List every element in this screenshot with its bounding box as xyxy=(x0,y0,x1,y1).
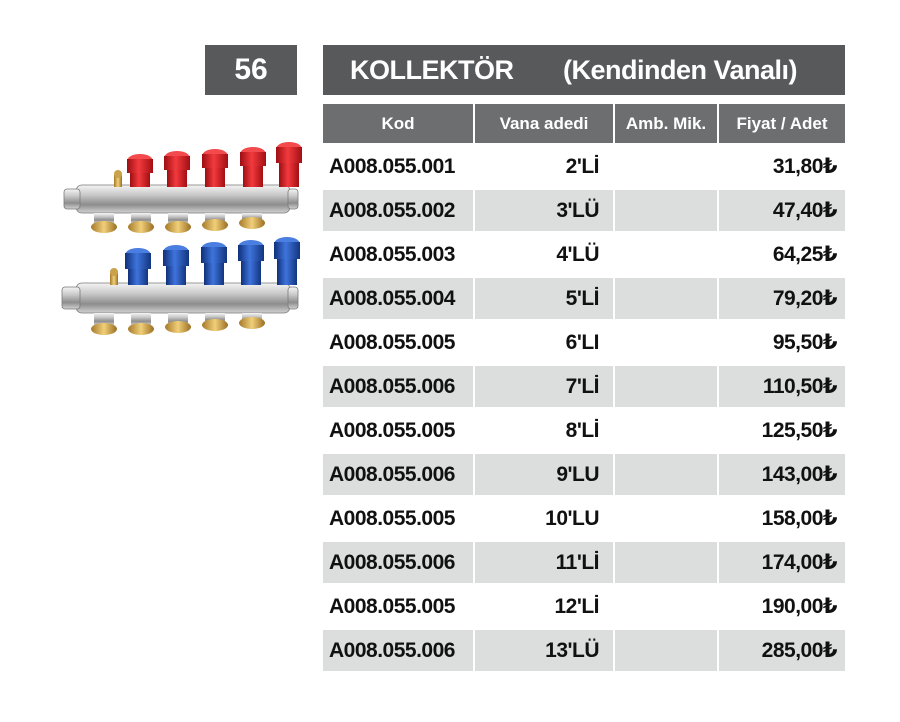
table-row: A008.055.006 13'LÜ 285,00₺ xyxy=(323,627,845,671)
table-row: A008.055.005 6'LI 95,50₺ xyxy=(323,319,845,365)
table-row: A008.055.001 2'Lİ 31,80₺ xyxy=(323,143,845,189)
table-header-row: Kod Vana adedi Amb. Mik. Fiyat / Adet xyxy=(323,104,845,145)
cell-vana: 12'Lİ xyxy=(474,583,615,629)
cell-amb xyxy=(614,407,719,453)
blue-manifold xyxy=(61,237,300,335)
cell-kod: A008.055.005 xyxy=(323,319,475,365)
cell-fiyat: 143,00₺ xyxy=(718,451,845,497)
cell-amb xyxy=(614,275,719,321)
cell-vana: 13'LÜ xyxy=(474,627,615,671)
cell-kod: A008.055.006 xyxy=(323,451,475,497)
cell-vana: 9'LU xyxy=(474,451,615,497)
cell-fiyat: 64,25₺ xyxy=(718,231,845,277)
cell-fiyat: 158,00₺ xyxy=(718,495,845,541)
cell-amb xyxy=(614,363,719,409)
cell-amb xyxy=(614,451,719,497)
cell-fiyat: 190,00₺ xyxy=(718,583,845,629)
table-row: A008.055.006 9'LU 143,00₺ xyxy=(323,451,845,497)
cell-amb xyxy=(614,143,719,189)
cell-fiyat: 95,50₺ xyxy=(718,319,845,365)
cell-fiyat: 125,50₺ xyxy=(718,407,845,453)
cell-kod: A008.055.001 xyxy=(323,143,475,189)
header-vana-adedi: Vana adedi xyxy=(474,104,615,145)
cell-fiyat: 174,00₺ xyxy=(718,539,845,585)
cell-vana: 4'LÜ xyxy=(474,231,615,277)
table-row: A008.055.006 7'Lİ 110,50₺ xyxy=(323,363,845,409)
page-title: KOLLEKTÖR xyxy=(350,54,514,85)
price-table: Kod Vana adedi Amb. Mik. Fiyat / Adet A0… xyxy=(323,104,845,671)
cell-amb xyxy=(614,231,719,277)
table-row: A008.055.005 10'LU 158,00₺ xyxy=(323,495,845,541)
header-amb-mik: Amb. Mik. xyxy=(614,104,719,145)
table-row: A008.055.005 8'Lİ 125,50₺ xyxy=(323,407,845,453)
cell-kod: A008.055.006 xyxy=(323,539,475,585)
cell-fiyat: 285,00₺ xyxy=(718,627,845,671)
cell-vana: 3'LÜ xyxy=(474,187,615,233)
cell-fiyat: 31,80₺ xyxy=(718,143,845,189)
table-row: A008.055.004 5'Lİ 79,20₺ xyxy=(323,275,845,321)
table-row: A008.055.002 3'LÜ 47,40₺ xyxy=(323,187,845,233)
cell-kod: A008.055.002 xyxy=(323,187,475,233)
cell-vana: 8'Lİ xyxy=(474,407,615,453)
cell-fiyat: 110,50₺ xyxy=(718,363,845,409)
cell-kod: A008.055.005 xyxy=(323,407,475,453)
cell-vana: 7'Lİ xyxy=(474,363,615,409)
title-bar: KOLLEKTÖR (Kendinden Vanalı) xyxy=(323,45,845,95)
cell-amb xyxy=(614,187,719,233)
table-row: A008.055.005 12'Lİ 190,00₺ xyxy=(323,583,845,629)
table-row: A008.055.003 4'LÜ 64,25₺ xyxy=(323,231,845,277)
cell-vana: 5'Lİ xyxy=(474,275,615,321)
red-manifold xyxy=(63,142,302,233)
header-kod: Kod xyxy=(323,104,475,145)
cell-amb xyxy=(614,539,719,585)
cell-vana: 11'Lİ xyxy=(474,539,615,585)
cell-amb xyxy=(614,319,719,365)
cell-amb xyxy=(614,627,719,671)
cell-kod: A008.055.006 xyxy=(323,627,475,671)
header-fiyat-adet: Fiyat / Adet xyxy=(718,104,845,145)
cell-kod: A008.055.005 xyxy=(323,495,475,541)
cell-kod: A008.055.005 xyxy=(323,583,475,629)
cell-vana: 10'LU xyxy=(474,495,615,541)
cell-kod: A008.055.004 xyxy=(323,275,475,321)
cell-vana: 2'Lİ xyxy=(474,143,615,189)
cell-amb xyxy=(614,583,719,629)
table-row: A008.055.006 11'Lİ 174,00₺ xyxy=(323,539,845,585)
cell-fiyat: 79,20₺ xyxy=(718,275,845,321)
cell-kod: A008.055.003 xyxy=(323,231,475,277)
cell-fiyat: 47,40₺ xyxy=(718,187,845,233)
cell-kod: A008.055.006 xyxy=(323,363,475,409)
page-subtitle: (Kendinden Vanalı) xyxy=(563,54,798,85)
cell-amb xyxy=(614,495,719,541)
cell-vana: 6'LI xyxy=(474,319,615,365)
page-number: 56 xyxy=(205,45,297,95)
manifold-product-image xyxy=(61,142,302,335)
